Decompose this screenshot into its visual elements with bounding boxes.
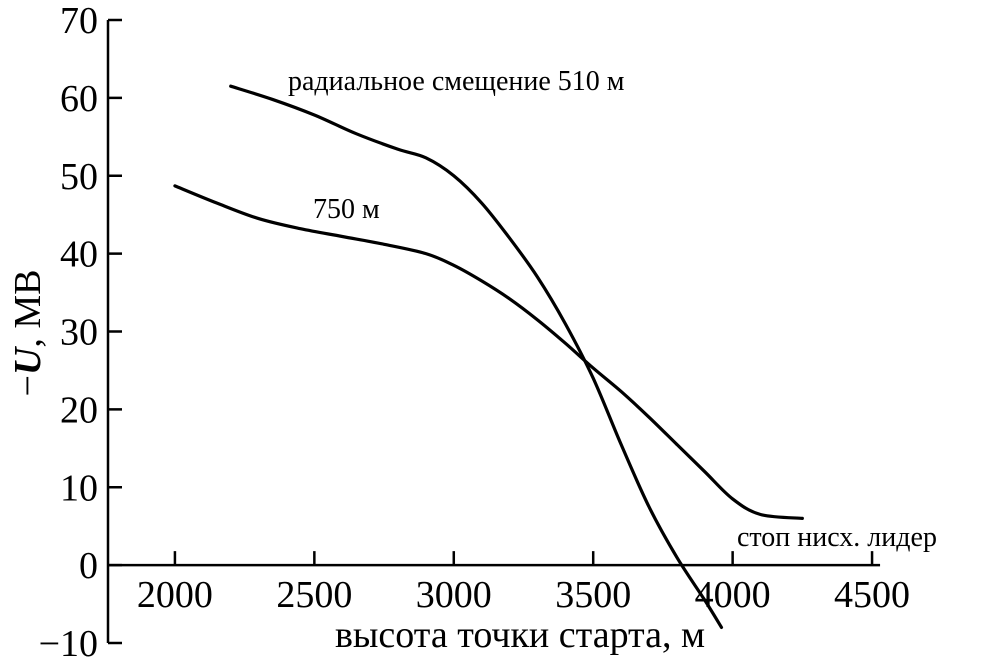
x-tick-label: 4500 [834, 574, 910, 616]
x-tick-label: 4000 [695, 574, 771, 616]
y-axis-title-variable: U [7, 345, 49, 375]
y-tick-label: 10 [60, 467, 98, 509]
y-tick-label: 60 [60, 78, 98, 120]
x-tick-label: 2000 [137, 574, 213, 616]
x-axis-title: высота точки старта, м [335, 614, 705, 656]
y-ticks: −10 0 10 20 30 40 50 60 70 [39, 0, 122, 665]
series-group [173, 84, 804, 630]
y-tick-label: 70 [60, 0, 98, 42]
x-tick-label: 3000 [416, 574, 492, 616]
series-line-510m [229, 84, 724, 630]
y-axis-title-prefix: − [7, 375, 49, 396]
series-annotation-750: 750 м [313, 194, 380, 225]
y-tick-label: 0 [79, 545, 98, 587]
y-tick-label: 30 [60, 312, 98, 354]
y-tick-label: 50 [60, 156, 98, 198]
x-ticks: 2000 2500 3000 3500 4000 4500 [137, 551, 910, 616]
y-axis-title: −U, МВ [7, 269, 49, 396]
y-tick-label: −10 [39, 623, 98, 665]
annotation-stop-leader: стоп нисх. лидер [737, 522, 937, 553]
y-tick-label: 20 [60, 389, 98, 431]
x-tick-label: 3500 [555, 574, 631, 616]
y-tick-label: 40 [60, 234, 98, 276]
x-tick-label: 2500 [276, 574, 352, 616]
series-line-750m [173, 184, 804, 520]
series-annotation-510: радиальное смещение 510 м [288, 66, 625, 97]
y-axis-title-unit: , МВ [7, 269, 49, 347]
